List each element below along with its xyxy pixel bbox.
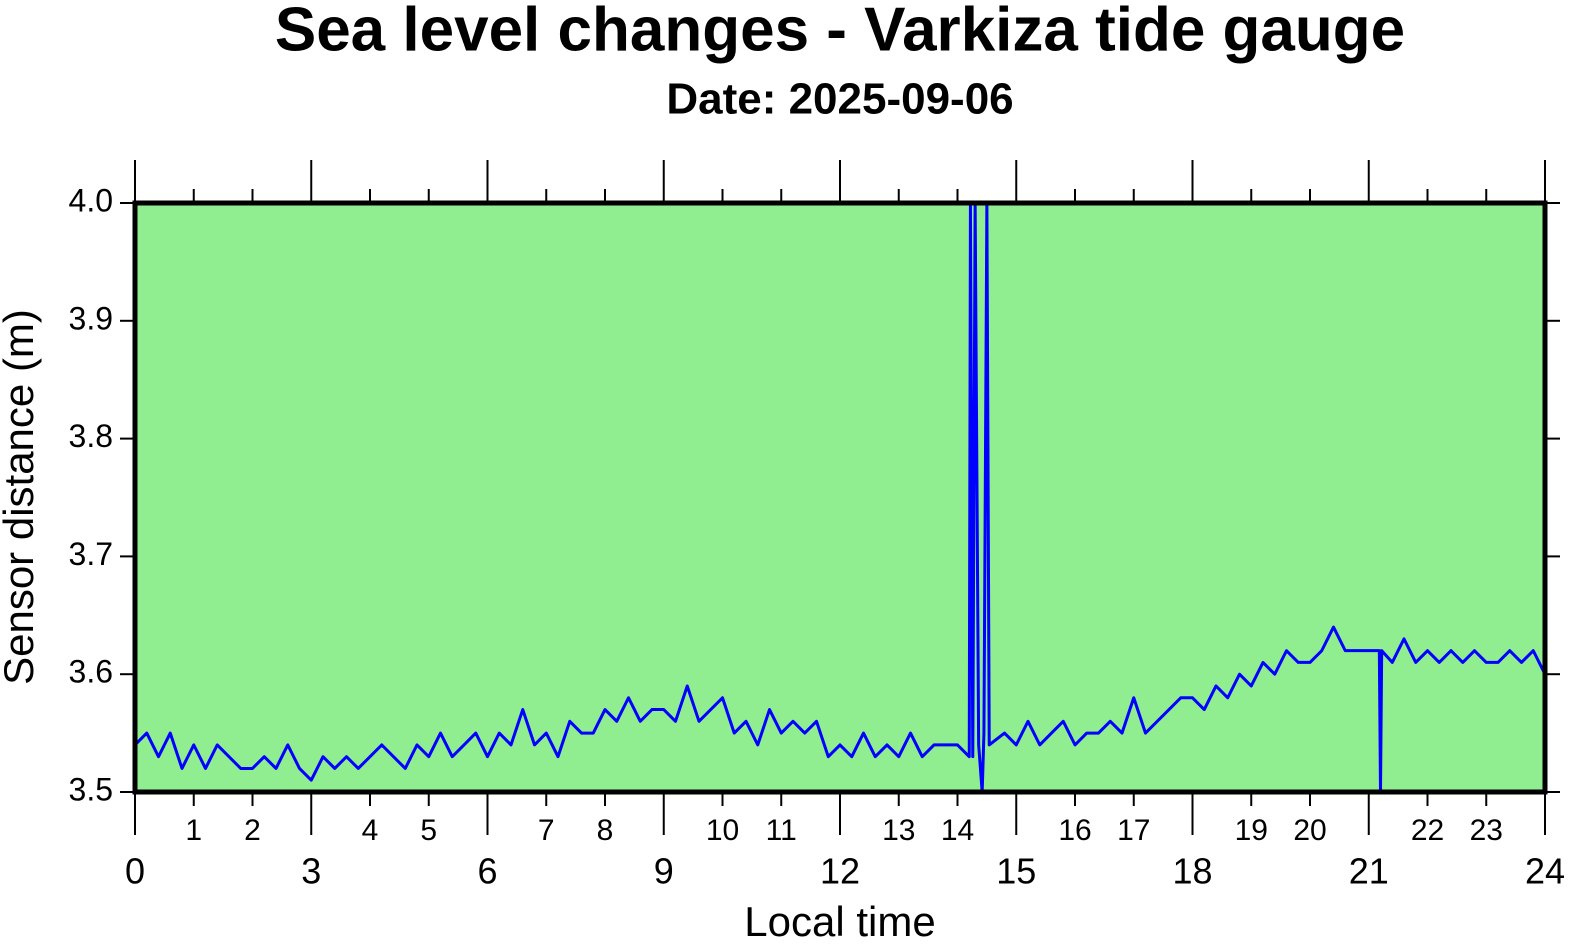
x-minor-tick-label: 17 bbox=[1117, 814, 1150, 847]
chart-subtitle: Date: 2025-09-06 bbox=[666, 75, 1013, 124]
x-minor-tick-label: 20 bbox=[1293, 814, 1326, 847]
x-minor-tick-label: 14 bbox=[941, 814, 974, 847]
y-tick-label: 3.5 bbox=[69, 771, 113, 807]
plot-background bbox=[135, 203, 1545, 792]
x-minor-tick-label: 19 bbox=[1235, 814, 1268, 847]
x-minor-tick-label: 1 bbox=[185, 814, 202, 847]
x-minor-tick-label: 2 bbox=[244, 814, 261, 847]
y-tick-label: 3.6 bbox=[69, 654, 113, 690]
y-tick-label: 3.9 bbox=[69, 300, 113, 336]
x-tick-label: 21 bbox=[1349, 851, 1389, 892]
x-axis-label: Local time bbox=[744, 898, 935, 945]
data-line bbox=[133, 201, 1547, 794]
x-tick-label: 12 bbox=[820, 851, 860, 892]
y-tick-label: 3.8 bbox=[69, 418, 113, 454]
x-minor-tick-label: 8 bbox=[597, 814, 614, 847]
y-tick-label: 4.0 bbox=[69, 182, 113, 218]
x-minor-tick-label: 11 bbox=[766, 814, 797, 847]
x-minor-tick-label: 22 bbox=[1411, 814, 1444, 847]
plot-frame bbox=[132, 200, 1548, 795]
x-tick-label: 18 bbox=[1172, 851, 1212, 892]
x-minor-tick-label: 23 bbox=[1470, 814, 1503, 847]
x-tick-label: 15 bbox=[996, 851, 1036, 892]
x-minor-tick-label: 13 bbox=[882, 814, 915, 847]
chart-title: Sea level changes - Varkiza tide gauge bbox=[275, 0, 1405, 64]
y-axis-label: Sensor distance (m) bbox=[0, 309, 42, 685]
x-minor-tick-label: 16 bbox=[1058, 814, 1091, 847]
x-tick-label: 6 bbox=[477, 851, 497, 892]
x-minor-tick-label: 4 bbox=[362, 814, 379, 847]
x-tick-label: 0 bbox=[125, 851, 145, 892]
x-minor-tick-label: 7 bbox=[538, 814, 555, 847]
x-minor-tick-label: 10 bbox=[706, 814, 739, 847]
x-minor-tick-label: 5 bbox=[420, 814, 437, 847]
y-tick-label: 3.7 bbox=[69, 536, 113, 572]
x-tick-label: 24 bbox=[1525, 851, 1565, 892]
x-tick-label: 9 bbox=[654, 851, 674, 892]
x-tick-label: 3 bbox=[301, 851, 321, 892]
